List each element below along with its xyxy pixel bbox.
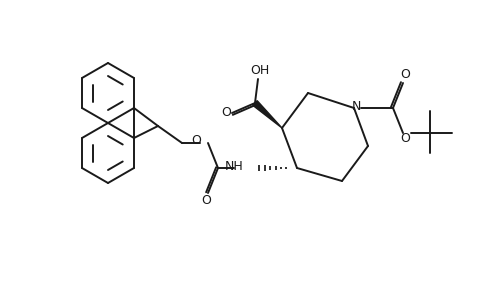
Polygon shape [253, 101, 282, 128]
Text: O: O [201, 194, 211, 207]
Text: O: O [221, 107, 231, 119]
Text: OH: OH [250, 64, 270, 77]
Text: O: O [400, 69, 410, 82]
Text: N: N [352, 100, 360, 113]
Text: NH: NH [225, 160, 244, 172]
Text: O: O [400, 132, 410, 145]
Text: O: O [191, 135, 201, 147]
